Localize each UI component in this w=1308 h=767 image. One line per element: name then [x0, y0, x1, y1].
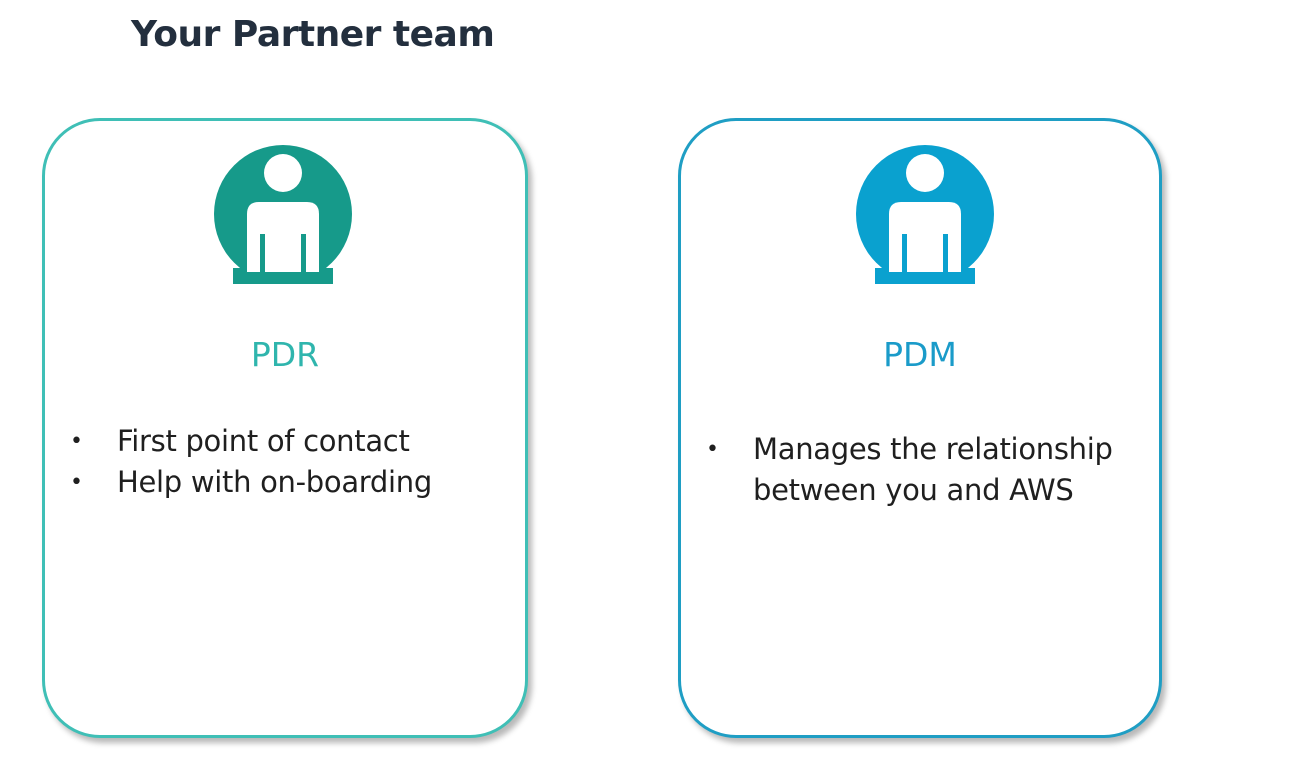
bullet-text: First point of contact	[117, 424, 410, 458]
pdm-bullet-list: • Manages the relationship between you an…	[701, 429, 1141, 511]
role-title-pdm: PDM	[883, 335, 957, 374]
list-item: • First point of contact	[65, 421, 515, 462]
list-item: • Manages the relationship between you an…	[701, 429, 1141, 511]
pdr-card: PDR • First point of contact • Help with o…	[42, 118, 528, 738]
pdr-person-svg	[214, 145, 352, 284]
pdm-person-svg	[856, 145, 994, 284]
person-icon	[213, 144, 353, 284]
role-title-pdr: PDR	[250, 335, 320, 374]
pdr-bullet-list: • First point of contact • Help with on-bo…	[65, 421, 515, 503]
person-icon	[855, 144, 995, 284]
bullet-icon: •	[70, 470, 83, 495]
bullet-text: Help with on-boarding	[117, 465, 432, 499]
list-item: • Help with on-boarding	[65, 462, 515, 503]
bullet-icon: •	[706, 437, 719, 462]
bullet-icon: •	[70, 429, 83, 454]
page-title: Your Partner team	[131, 14, 495, 55]
pdm-card: PDM • Manages the relationship between yo…	[678, 118, 1162, 738]
bullet-text: Manages the relationship between you and…	[753, 432, 1113, 507]
